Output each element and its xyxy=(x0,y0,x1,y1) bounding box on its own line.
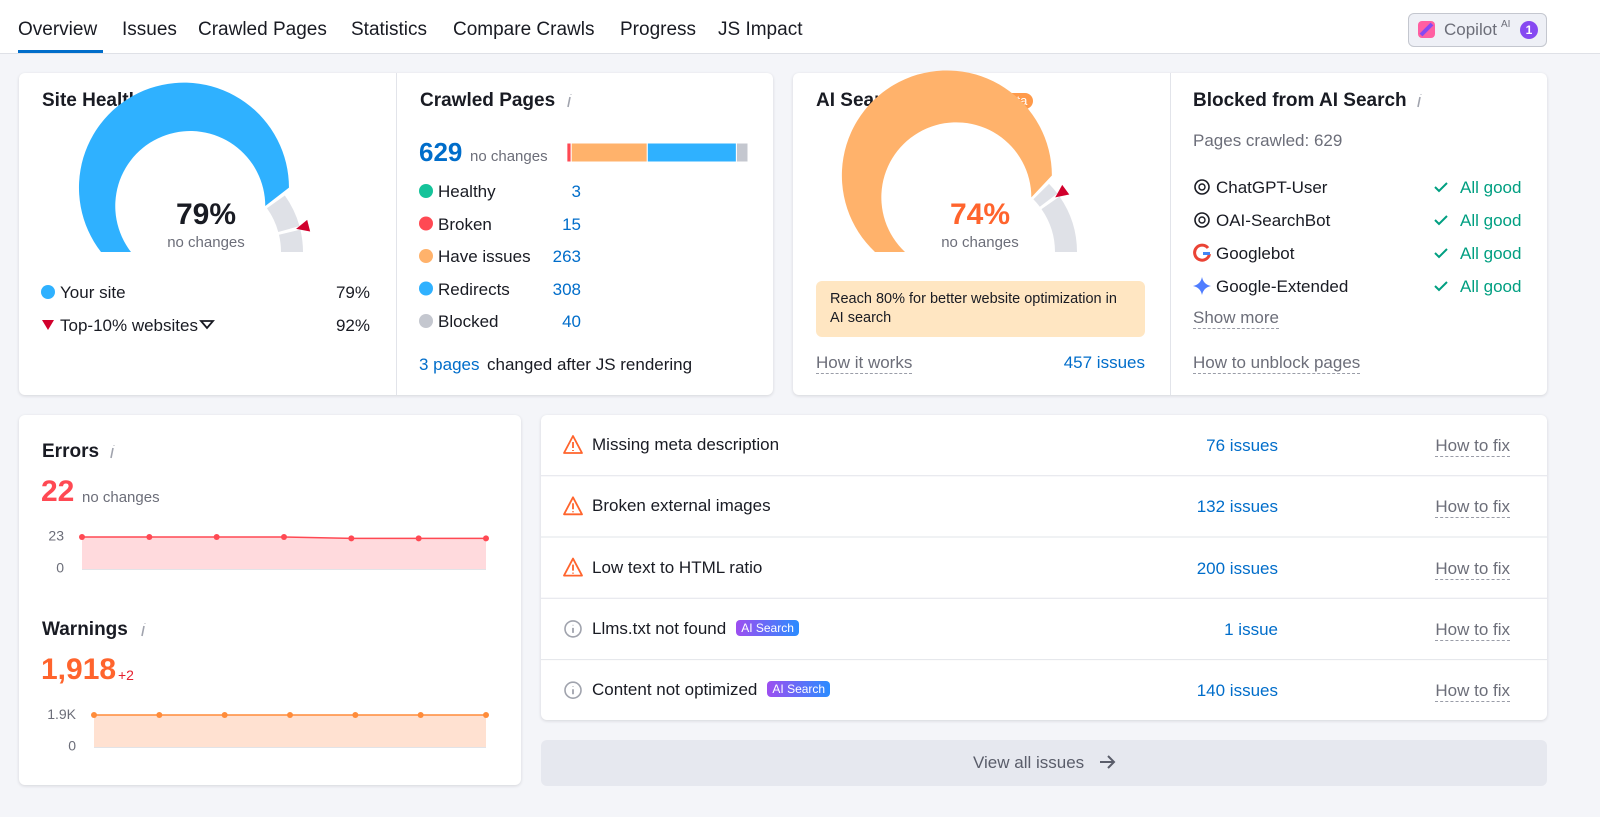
issue-name[interactable]: Content not optimized AI Search xyxy=(592,680,831,700)
beta-badge: beta xyxy=(996,93,1034,109)
issues-link[interactable]: 457 issues xyxy=(1063,353,1145,372)
pages-crawled: Pages crawled: 629 xyxy=(1193,131,1343,150)
issue-name[interactable]: Low text to HTML ratio xyxy=(592,559,762,576)
legend-count[interactable]: 263 xyxy=(552,247,581,266)
issue-count[interactable]: 76 issues xyxy=(1206,436,1278,455)
ai-badge: AI Search xyxy=(736,619,799,636)
how-to-fix[interactable]: How to fix xyxy=(1435,619,1510,641)
note: Reach 80% for better website optimizatio… xyxy=(816,281,1145,337)
js-link[interactable]: 3 pages xyxy=(419,355,480,374)
how-to-fix[interactable]: How to fix xyxy=(1435,497,1510,519)
legend-count[interactable]: 3 xyxy=(571,182,581,201)
tab-underline xyxy=(18,50,103,53)
legend-label: Your site xyxy=(60,283,126,302)
top-bar xyxy=(0,0,1600,54)
issue-label[interactable]: Low text to HTML ratio xyxy=(592,557,763,577)
card-title: Crawled Pages xyxy=(420,90,556,111)
change: no changes xyxy=(82,489,160,506)
bot-status: All good xyxy=(1460,178,1522,197)
copilot-label: Copilot xyxy=(1444,20,1497,39)
bot-name: ChatGPT-User xyxy=(1216,178,1328,197)
legend-label: Blocked xyxy=(438,312,499,331)
legend-label: Have issues xyxy=(438,247,531,266)
issues-card xyxy=(541,415,1547,720)
issue-label[interactable]: Missing meta description xyxy=(592,435,780,454)
how-to-fix[interactable]: How to fix xyxy=(1435,558,1510,580)
bot-status: All good xyxy=(1460,211,1522,230)
legend-value: 92% xyxy=(335,316,370,335)
view-all-button[interactable] xyxy=(541,740,1547,786)
tab[interactable]: Crawled Pages xyxy=(198,19,327,40)
bot-status: All good xyxy=(1460,244,1522,263)
change: no changes xyxy=(470,148,548,165)
divider xyxy=(396,73,397,395)
legend-value: 79% xyxy=(335,283,370,302)
card-title: Blocked from AI Search xyxy=(1193,90,1407,111)
ai-badge: AI Search xyxy=(767,681,831,698)
change: +2 xyxy=(118,667,134,683)
copilot-icon xyxy=(1418,21,1435,38)
issue-label[interactable]: Broken external images xyxy=(592,496,771,516)
issue-count[interactable]: 1 issue xyxy=(1224,619,1278,639)
copilot-sup: AI xyxy=(1501,19,1511,30)
legend-label[interactable]: Top-10% websites xyxy=(60,316,198,335)
card xyxy=(19,415,521,785)
how-to-fix[interactable]: How to fix xyxy=(1435,436,1510,457)
tab[interactable]: Statistics xyxy=(351,19,428,40)
issue-count[interactable]: 132 issues xyxy=(1196,497,1278,517)
bot-name: Google-Extended xyxy=(1216,277,1349,296)
legend-label: Redirects xyxy=(438,279,510,299)
how-to-fix[interactable]: How to fix xyxy=(1435,681,1510,703)
legend-count[interactable]: 308 xyxy=(552,279,581,299)
card-title: Site Health xyxy=(42,90,141,111)
card-title: AI Search Health xyxy=(816,90,967,111)
tab[interactable]: Compare Crawls xyxy=(453,19,595,40)
legend-count[interactable]: 40 xyxy=(562,312,581,331)
how-it-works[interactable]: How it works xyxy=(816,353,913,374)
bot-status: All good xyxy=(1460,277,1522,296)
divider xyxy=(1170,73,1171,395)
tab[interactable]: Progress xyxy=(620,19,697,40)
issue-name[interactable]: Broken external images xyxy=(592,497,771,514)
tab[interactable]: JS Impact xyxy=(718,19,803,40)
copilot-count: 1 xyxy=(1520,21,1538,39)
tab[interactable]: Overview xyxy=(18,19,98,40)
card-title: Warnings xyxy=(42,619,128,640)
legend-count[interactable]: 15 xyxy=(562,214,581,234)
issue-name[interactable]: Llms.txt not found AI Search xyxy=(592,618,799,638)
card-title: Errors xyxy=(42,441,100,462)
issue-count[interactable]: 140 issues xyxy=(1196,681,1278,701)
bot-name: OAI-SearchBot xyxy=(1216,211,1331,230)
unblock-link[interactable]: How to unblock pages xyxy=(1193,353,1361,374)
issue-label[interactable]: Content not optimized xyxy=(592,680,758,700)
tab[interactable]: Issues xyxy=(122,19,177,40)
issue-name[interactable]: Missing meta description xyxy=(592,436,779,453)
total-pages[interactable]: 629 xyxy=(419,137,463,167)
issue-count[interactable]: 200 issues xyxy=(1196,558,1278,578)
issue-label[interactable]: Llms.txt not found xyxy=(592,618,727,638)
show-more[interactable]: Show more xyxy=(1193,308,1279,329)
legend-label: Healthy xyxy=(438,182,496,201)
errors-count[interactable]: 22 xyxy=(41,475,75,508)
bot-name: Googlebot xyxy=(1216,244,1295,263)
warnings-count[interactable]: 1,918 xyxy=(41,653,117,686)
view-all-label[interactable]: View all issues xyxy=(973,753,1085,772)
js-text: changed after JS rendering xyxy=(487,355,693,374)
legend-label: Broken xyxy=(438,214,492,234)
